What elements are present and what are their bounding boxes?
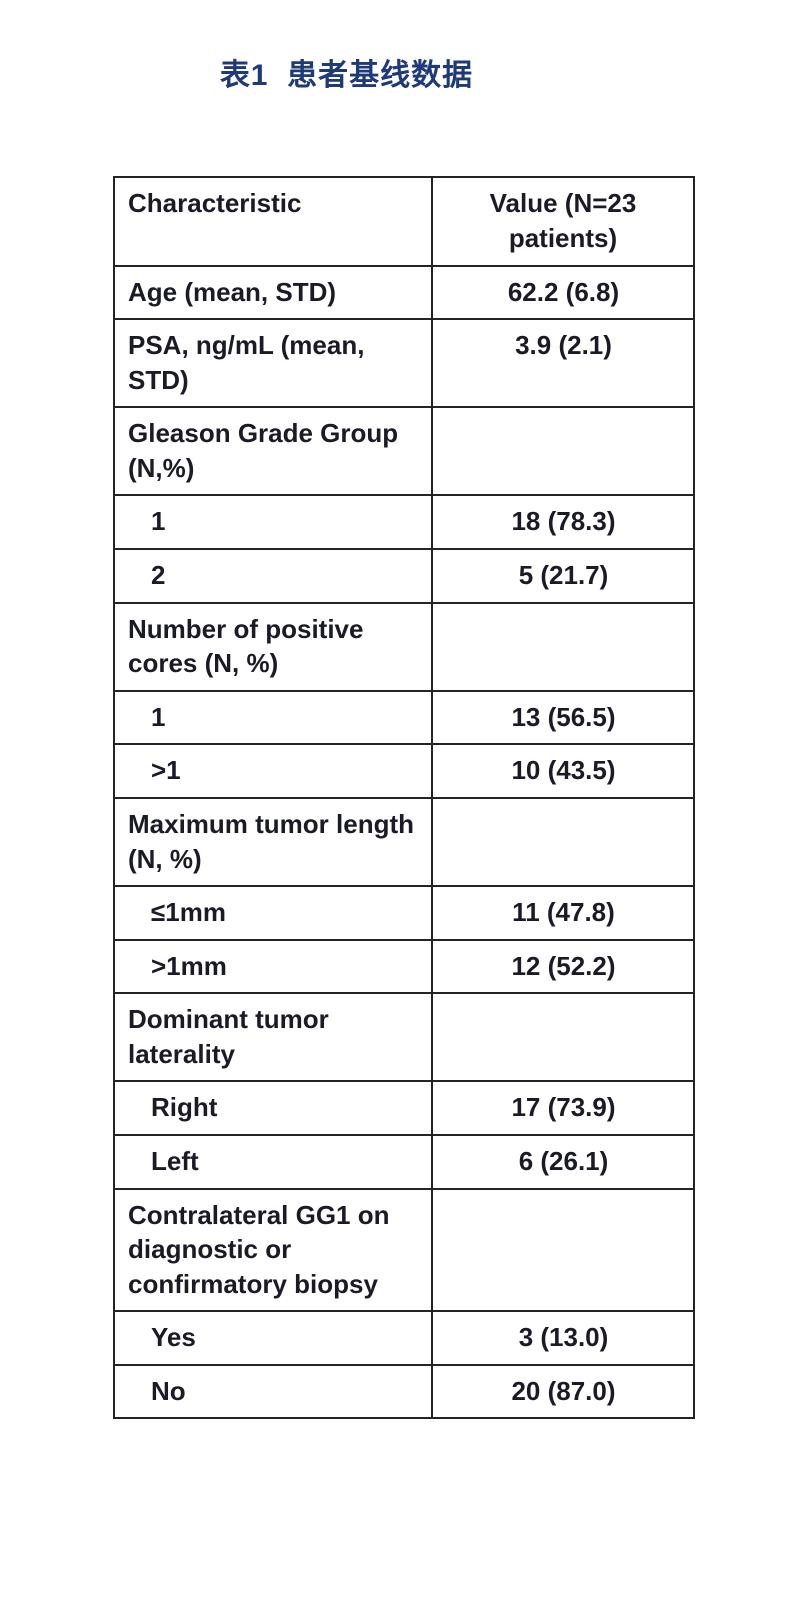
value-cell: 6 (26.1) <box>431 1133 695 1190</box>
value-cell <box>431 601 695 692</box>
column-header-value: Value (N=23 patients) <box>431 176 695 267</box>
characteristic-cell: ≤1mm <box>113 885 433 941</box>
value-cell: 11 (47.8) <box>431 885 695 941</box>
value-cell: 10 (43.5) <box>431 743 695 799</box>
table-header-row: Characteristic Value (N=23 patients) <box>113 176 695 267</box>
characteristic-cell: No <box>113 1363 433 1420</box>
value-cell: 5 (21.7) <box>431 548 695 604</box>
value-cell <box>431 406 695 497</box>
characteristic-cell: Dominant tumor laterality <box>113 992 433 1083</box>
characteristic-cell: Age (mean, STD) <box>113 264 433 321</box>
table-row: Left 6 (26.1) <box>113 1133 695 1190</box>
characteristic-cell: Maximum tumor length (N, %) <box>113 796 433 888</box>
table-row: >1mm 12 (52.2) <box>113 938 695 995</box>
value-cell: 12 (52.2) <box>431 938 695 995</box>
characteristic-cell: 1 <box>113 689 433 746</box>
value-cell: 62.2 (6.8) <box>431 264 695 321</box>
value-cell: 20 (87.0) <box>431 1363 695 1420</box>
table-body: Age (mean, STD) 62.2 (6.8) PSA, ng/mL (mea… <box>113 264 695 1420</box>
table-row: 1 18 (78.3) <box>113 494 695 551</box>
characteristic-cell: >1 <box>113 743 433 799</box>
column-header-characteristic: Characteristic <box>113 176 433 267</box>
value-cell: 13 (56.5) <box>431 689 695 746</box>
characteristic-cell: Number of positive cores (N, %) <box>113 601 433 692</box>
characteristic-cell: >1mm <box>113 938 433 995</box>
characteristic-cell: 1 <box>113 494 433 551</box>
table-row: Number of positive cores (N, %) <box>113 601 695 692</box>
table-row: PSA, ng/mL (mean, STD) 3.9 (2.1) <box>113 318 695 409</box>
characteristic-cell: PSA, ng/mL (mean, STD) <box>113 318 433 409</box>
value-cell <box>431 992 695 1083</box>
characteristic-cell: Right <box>113 1080 433 1136</box>
table-row: ≤1mm 11 (47.8) <box>113 885 695 941</box>
characteristic-cell: Gleason Grade Group (N,%) <box>113 406 433 497</box>
characteristic-cell: 2 <box>113 548 433 604</box>
value-cell: 3.9 (2.1) <box>431 318 695 409</box>
page-title: 表1 患者基线数据 <box>219 59 474 92</box>
value-cell: 17 (73.9) <box>431 1080 695 1136</box>
characteristic-cell: Left <box>113 1133 433 1190</box>
table-row: Dominant tumor laterality <box>113 992 695 1083</box>
value-cell <box>431 1187 695 1313</box>
table-row: Age (mean, STD) 62.2 (6.8) <box>113 264 695 321</box>
table-row: 1 13 (56.5) <box>113 689 695 746</box>
table-row: No 20 (87.0) <box>113 1363 695 1420</box>
value-cell <box>431 796 695 888</box>
baseline-characteristics-table: Characteristic Value (N=23 patients) Age… <box>113 176 695 1420</box>
value-cell: 18 (78.3) <box>431 494 695 551</box>
characteristic-cell: Yes <box>113 1310 433 1366</box>
table-row: >1 10 (43.5) <box>113 743 695 799</box>
table-row: Yes 3 (13.0) <box>113 1310 695 1366</box>
value-cell: 3 (13.0) <box>431 1310 695 1366</box>
table-row: Right 17 (73.9) <box>113 1080 695 1136</box>
table-row: Maximum tumor length (N, %) <box>113 796 695 888</box>
characteristic-cell: Contralateral GG1 on diagnostic or confi… <box>113 1187 433 1313</box>
table-row: Gleason Grade Group (N,%) <box>113 406 695 497</box>
table-row: Contralateral GG1 on diagnostic or confi… <box>113 1187 695 1313</box>
